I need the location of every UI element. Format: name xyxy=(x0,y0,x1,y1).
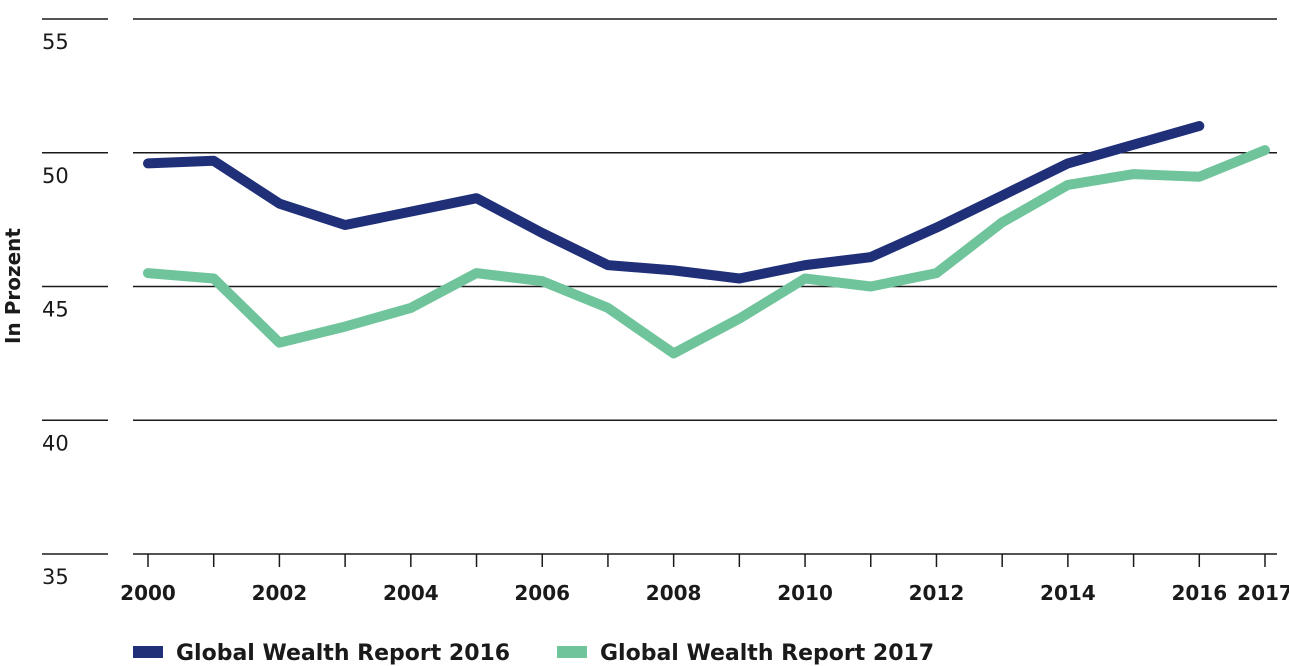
x-tick-label: 2012 xyxy=(909,581,965,605)
line-chart: 3540455055 2000 2002 2004 2006 2008 2010 2012 2… xyxy=(0,0,1289,666)
legend-label-gwr-2017: Global Wealth Report 2017 xyxy=(600,641,934,666)
x-tick-label: 2010 xyxy=(777,581,833,605)
legend-label-gwr-2016: Global Wealth Report 2016 xyxy=(176,641,510,666)
x-tick-label: 2006 xyxy=(514,581,570,605)
x-tick-label: 2016 xyxy=(1171,581,1227,605)
series-lines xyxy=(148,126,1265,353)
y-tick-label: 55 xyxy=(42,30,69,54)
legend-swatch-gwr-2016 xyxy=(133,646,163,658)
y-axis-label: In Prozent xyxy=(1,228,25,344)
legend: Global Wealth Report 2016 Global Wealth … xyxy=(133,641,934,666)
x-tick-label: 2014 xyxy=(1040,581,1096,605)
legend-swatch-gwr-2017 xyxy=(557,646,587,658)
x-tick-label: 2017 xyxy=(1237,581,1289,605)
series-line-gwr-2017 xyxy=(148,150,1265,353)
x-axis-ticks: 2000 2002 2004 2006 2008 2010 2012 2014 2016 2017 xyxy=(120,554,1289,605)
y-tick-labels: 35 40 45 50 55 xyxy=(42,30,69,589)
y-tick-label: 35 xyxy=(42,565,69,589)
y-tick-label: 50 xyxy=(42,164,69,188)
y-tick-label: 45 xyxy=(42,298,69,322)
x-tick-label: 2002 xyxy=(252,581,308,605)
x-tick-label: 2000 xyxy=(120,581,176,605)
x-tick-label: 2004 xyxy=(383,581,439,605)
x-tick-label: 2008 xyxy=(646,581,702,605)
y-tick-label: 40 xyxy=(42,431,69,455)
